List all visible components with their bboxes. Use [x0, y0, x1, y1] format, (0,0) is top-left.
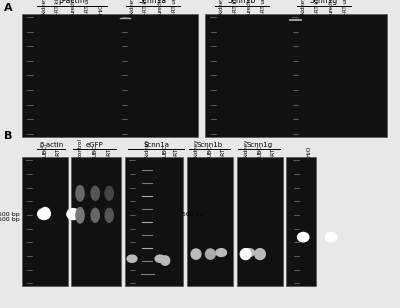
Text: B: B: [4, 131, 12, 141]
Ellipse shape: [160, 255, 170, 266]
Bar: [22, 14, 198, 137]
Bar: [22, 157, 68, 286]
Text: kidney: kidney: [301, 0, 306, 14]
Text: control: control: [78, 138, 82, 157]
Bar: [71, 157, 121, 286]
Text: urethra: urethra: [71, 0, 76, 14]
Bar: [286, 157, 316, 286]
Text: -RT: -RT: [107, 148, 112, 157]
Text: kidney: kidney: [42, 0, 46, 14]
Text: β-actin: β-actin: [58, 0, 85, 5]
Bar: [125, 157, 183, 286]
Ellipse shape: [75, 207, 85, 224]
Text: kidney: kidney: [194, 139, 198, 157]
Text: H₂O: H₂O: [307, 146, 312, 157]
Text: -RT: -RT: [221, 148, 226, 157]
Text: eGFP: eGFP: [86, 142, 104, 148]
Text: UBC: UBC: [258, 145, 262, 157]
Text: -RT kidney: -RT kidney: [233, 0, 238, 14]
Text: Scnn1b: Scnn1b: [196, 142, 223, 148]
Ellipse shape: [297, 232, 310, 243]
Text: -RT kidney: -RT kidney: [315, 0, 320, 14]
Text: Scnn1g: Scnn1g: [246, 142, 272, 148]
Text: Scnn1a: Scnn1a: [139, 0, 167, 5]
Text: urethra: urethra: [158, 0, 162, 14]
Text: -RT: -RT: [270, 148, 275, 157]
Text: 500 bp: 500 bp: [182, 212, 203, 217]
Text: -RT: -RT: [56, 148, 60, 157]
Ellipse shape: [325, 232, 338, 243]
Text: UBC: UBC: [208, 145, 213, 157]
Text: UBC: UBC: [93, 145, 98, 157]
Ellipse shape: [254, 248, 266, 260]
Ellipse shape: [190, 248, 202, 260]
Ellipse shape: [240, 248, 252, 260]
Ellipse shape: [126, 254, 138, 263]
Text: UBC: UBC: [163, 145, 168, 157]
Ellipse shape: [90, 186, 100, 201]
Text: Scnn1a: Scnn1a: [143, 142, 169, 148]
Ellipse shape: [243, 248, 255, 257]
Text: Scnn1b: Scnn1b: [228, 0, 256, 5]
Text: -RT urethra: -RT urethra: [85, 0, 90, 14]
Ellipse shape: [40, 207, 51, 219]
Ellipse shape: [75, 185, 85, 202]
Text: 500 bp: 500 bp: [0, 217, 20, 222]
Ellipse shape: [104, 208, 114, 223]
Text: urethra: urethra: [247, 0, 252, 14]
Text: -RT kidney: -RT kidney: [56, 0, 60, 14]
Text: -RT urethra: -RT urethra: [343, 0, 348, 14]
Ellipse shape: [90, 208, 100, 223]
Text: A: A: [4, 3, 13, 13]
Text: kidney: kidney: [219, 0, 224, 14]
Ellipse shape: [66, 208, 80, 220]
Text: -RT urethra: -RT urethra: [172, 0, 176, 14]
Ellipse shape: [154, 254, 166, 263]
Text: urethra: urethra: [329, 0, 334, 14]
Text: kidney: kidney: [243, 139, 248, 157]
Ellipse shape: [104, 186, 114, 201]
Ellipse shape: [37, 208, 51, 220]
Text: kidney: kidney: [145, 139, 150, 157]
Text: -RT urethra: -RT urethra: [261, 0, 266, 14]
Text: Scnn1g: Scnn1g: [310, 0, 338, 5]
Bar: [187, 157, 233, 286]
Bar: [205, 14, 387, 137]
Text: H₂O: H₂O: [98, 3, 103, 14]
Ellipse shape: [205, 248, 216, 260]
Text: -RT kidney: -RT kidney: [144, 0, 148, 14]
Text: -RT: -RT: [174, 148, 179, 157]
Text: β-actin: β-actin: [39, 142, 63, 148]
Text: 500 bp: 500 bp: [0, 212, 20, 217]
Text: UBC: UBC: [43, 145, 48, 157]
Text: kidney: kidney: [130, 0, 134, 14]
Bar: [237, 157, 283, 286]
Ellipse shape: [215, 248, 227, 257]
